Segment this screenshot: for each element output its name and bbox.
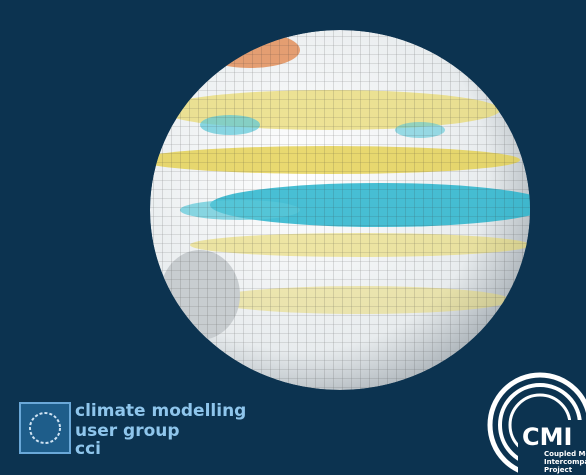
acronym: CMI xyxy=(522,423,572,451)
logo-text: Coupled Mode xyxy=(544,450,586,458)
logo-text: climate modelling xyxy=(75,401,246,421)
logo-text: Project xyxy=(544,466,573,474)
logo-text: Intercompar xyxy=(544,458,586,466)
logo-text: user group xyxy=(75,421,180,441)
logo-text: cci xyxy=(75,439,101,459)
cmug-logo: climate modelling user group cci xyxy=(19,401,246,459)
cmip-logo: CMI Coupled Mode Intercompar Project xyxy=(487,372,586,475)
globe xyxy=(150,30,530,390)
